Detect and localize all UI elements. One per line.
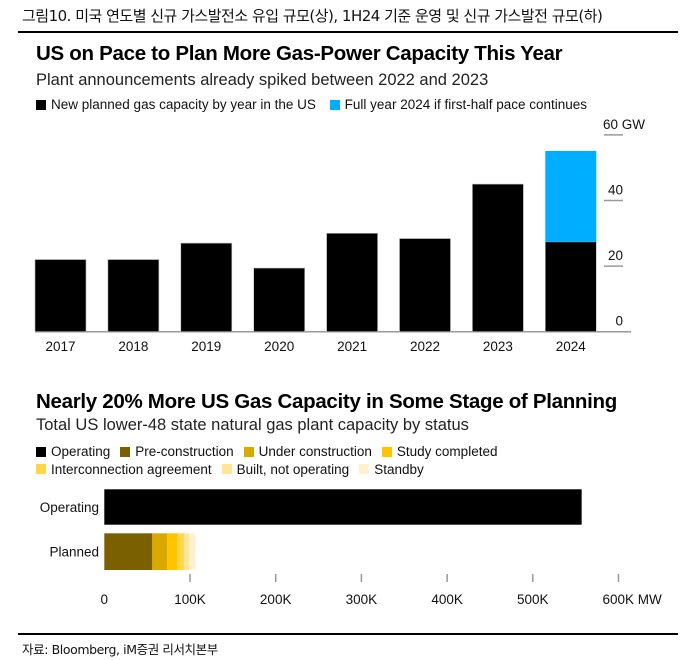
legend-item-built-not-operating: Built, not operating: [221, 461, 350, 478]
x-tick-label: 100K: [174, 592, 206, 607]
legend-item-full-year-2024: Full year 2024 if first-half pace contin…: [329, 96, 588, 113]
x-tick-label: 300K: [346, 592, 378, 607]
bar-planned-study-completed: [167, 533, 178, 570]
legend-label: Under construction: [258, 444, 372, 459]
bar-2024-projected: [545, 150, 597, 242]
bar-2019-planned: [180, 242, 233, 332]
y-tick-label: 40: [608, 183, 623, 198]
bar-planned-pre-construction: [104, 533, 153, 570]
bar-planned-under-construction: [152, 533, 168, 570]
bottom-rule: [18, 633, 678, 635]
bar-planned-built-not-operating: [183, 533, 190, 570]
source-note: 자료: Bloomberg, iM증권 리서치본부: [22, 642, 218, 657]
chart2-plot: Operating Planned 0 100K 200K 300K 400K 500K 600…: [40, 489, 663, 607]
legend-swatch: [36, 464, 46, 474]
x-tick-label: 2024: [556, 339, 587, 354]
x-tick-label: 2018: [118, 339, 148, 354]
legend-item-interconnection-agreement: Interconnection agreement: [36, 461, 212, 478]
legend-label: Study completed: [396, 444, 498, 459]
legend-swatch: [381, 446, 392, 457]
chart2-title: Nearly 20% More US Gas Capacity in Some …: [36, 390, 617, 413]
y-tick-label: 20: [608, 248, 623, 263]
legend-label: Built, not operating: [236, 461, 350, 477]
x-tick-label: 500K: [517, 592, 549, 607]
bar-2021-planned: [326, 233, 378, 333]
bar-planned-interconnection-agreement: [177, 533, 184, 570]
figure-caption: 그림10. 미국 연도별 신규 가스발전소 유입 규모(상), 1H24 기준 …: [22, 7, 603, 25]
legend-item-planned-capacity: New planned gas capacity by year in the …: [36, 96, 316, 113]
chart1-subtitle: Plant announcements already spiked betwe…: [36, 71, 489, 89]
y-tick-label: 60 GW: [603, 117, 645, 132]
legend-swatch: [221, 464, 232, 474]
x-tick-label: 2020: [264, 339, 294, 354]
x-tick-label: 400K: [431, 592, 463, 607]
x-tick-label: 2023: [483, 339, 513, 354]
x-tick-label: 200K: [260, 592, 292, 607]
x-tick-label: 2019: [191, 339, 221, 354]
bar-2023-planned: [472, 183, 524, 333]
legend-swatch: [36, 446, 46, 457]
x-tick-label: 0: [101, 592, 109, 607]
x-tick-label: 2022: [410, 339, 440, 354]
bar-2018-planned: [107, 259, 160, 333]
chart1-title: US on Pace to Plan More Gas-Power Capaci…: [36, 42, 563, 65]
legend-swatch: [359, 464, 370, 474]
legend-item-pre-construction: Pre-construction: [120, 443, 234, 460]
category-label-operating: Operating: [40, 500, 99, 515]
legend-item-under-construction: Under construction: [243, 443, 372, 460]
legend-label: Standby: [374, 461, 424, 477]
legend-swatch: [329, 99, 340, 110]
legend-label: Operating: [51, 444, 111, 459]
bar-2017-planned: [34, 259, 87, 333]
legend-label: Interconnection agreement: [51, 461, 212, 477]
x-tick-label: 2021: [337, 339, 367, 354]
bar-planned-standby: [189, 533, 196, 570]
bar-2020-planned: [253, 267, 305, 332]
x-tick-label: 600K MW: [603, 592, 663, 607]
legend-item-standby: Standby: [359, 461, 424, 478]
legend-label: Full year 2024 if first-half pace contin…: [344, 97, 588, 112]
y-tick-label: 0: [615, 314, 623, 329]
legend-item-operating: Operating: [36, 443, 110, 460]
legend-swatch: [120, 446, 131, 457]
x-tick-label: 2017: [45, 339, 75, 354]
legend-label: Pre-construction: [135, 444, 234, 459]
category-label-planned: Planned: [49, 545, 99, 560]
chart1-plot: 2017 2018 2019 2020 2021 2022 2023 2024 0 20 40 60 …: [34, 117, 645, 354]
top-rule: [18, 31, 678, 33]
chart2-subtitle: Total US lower-48 state natural gas plan…: [36, 416, 469, 434]
legend-item-study-completed: Study completed: [381, 443, 498, 460]
legend-swatch: [36, 99, 46, 110]
bar-operating-operating: [104, 489, 582, 525]
legend-label: New planned gas capacity by year in the …: [51, 97, 316, 112]
chart2-legend: Operating Pre-construction Under construct…: [36, 443, 596, 478]
legend-swatch: [243, 446, 254, 457]
bar-2022-planned: [399, 238, 451, 333]
chart1-legend: New planned gas capacity by year in the …: [36, 96, 597, 114]
